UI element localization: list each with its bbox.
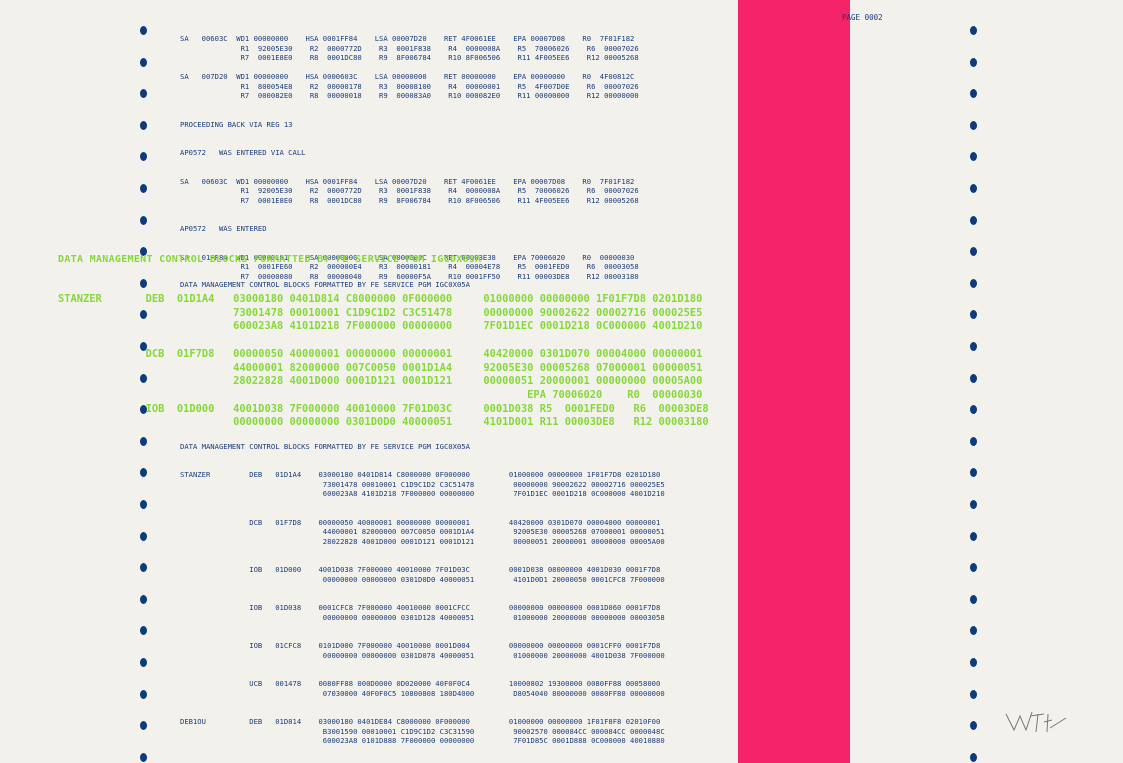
dump-line: SA 00603C WD1 00000000 HSA 0001FF84 LSA …	[180, 176, 635, 186]
dump-line: SA 007D20 WD1 00000000 HSA 0000603C LSA …	[180, 72, 635, 81]
dump-line: DCB 01F7D8 00000050 40000001 00000000 00…	[180, 517, 661, 527]
feed-hole	[970, 563, 977, 573]
dump-line: SA 00603C WD1 00000000 HSA 0001FF84 LSA …	[180, 34, 635, 43]
feed-hole	[970, 215, 977, 225]
dump-line: R7 0001E8E0 R8 0001DC80 R9 8F006784 R10 …	[180, 53, 639, 62]
dump-line: R7 00000080 R8 00000040 R9 60000F5A R10 …	[180, 271, 639, 281]
feed-hole	[140, 468, 147, 478]
feed-hole	[140, 184, 147, 193]
feed-hole	[970, 342, 977, 351]
dump-line: SA 01FF84 WD1 00000181 HSA 00000000 LSA …	[180, 252, 635, 262]
tractor-holes-right	[970, 0, 980, 763]
dump-line: 600023A8 0101D888 7F000000 00000000 7F01…	[180, 736, 665, 745]
dump-line: DATA MANAGEMENT CONTROL BLOCKS FORMATTED…	[180, 280, 470, 289]
feed-hole	[140, 594, 147, 604]
overprint-line: 73001478 00010001 C1D9C1D2 C3C51478 0000…	[58, 306, 703, 319]
magenta-stripe	[738, 0, 850, 763]
feed-hole	[140, 373, 147, 383]
feed-hole	[970, 89, 977, 99]
feed-hole	[140, 500, 147, 509]
feed-hole	[970, 310, 977, 320]
feed-hole	[970, 500, 977, 509]
feed-hole	[970, 721, 977, 731]
dump-line: R1 92005E30 R2 0000772D R3 0001F838 R4 0…	[180, 186, 639, 195]
feed-hole	[970, 436, 977, 446]
dump-line: DEB1OU DEB 01D814 03000180 0401DE84 C800…	[180, 717, 661, 726]
overprint-line: 600023A8 4101D218 7F000000 00000000 7F01…	[58, 320, 703, 333]
feed-hole	[140, 689, 147, 699]
feed-hole	[970, 468, 977, 478]
dump-line: AP0572 WAS ENTERED	[180, 224, 267, 233]
overprint-line: 44000001 82000000 007C0050 0001D1A4 9200…	[58, 361, 703, 374]
overprint-line: STANZER DEB 01D1A4 03000180 0401D814 C80…	[58, 293, 703, 305]
dump-line: IOB 01CFC8 0101D000 7F000000 40010000 00…	[180, 641, 661, 650]
dump-line: 600023A8 4101D218 7F000000 00000000 7F01…	[180, 489, 665, 498]
dump-line: IOB 01D000 4001D038 7F000000 40010000 7F…	[180, 565, 661, 574]
feed-hole	[970, 594, 977, 604]
overprint-line: 00000000 00000000 0301D0D0 40000051 4101…	[58, 416, 709, 429]
dump-line: 44000001 82000000 007C0050 0001D1A4 9200…	[180, 527, 665, 536]
feed-hole	[970, 752, 977, 762]
feed-hole	[140, 626, 147, 636]
feed-hole	[970, 184, 977, 193]
feed-hole	[970, 247, 977, 257]
feed-hole	[140, 563, 147, 573]
feed-hole	[970, 626, 977, 636]
feed-hole	[140, 752, 147, 762]
feed-hole	[970, 57, 977, 67]
feed-hole	[140, 57, 147, 67]
feed-hole	[140, 26, 147, 35]
dump-line: R1 800054E8 R2 00000178 R3 00008100 R4 0…	[180, 81, 639, 91]
dump-line: R1 0001FE60 R2 000000E4 R3 00000181 R4 0…	[180, 262, 639, 271]
dump-line: AP0572 WAS ENTERED VIA CALL	[180, 148, 306, 157]
feed-hole	[140, 721, 147, 731]
feed-hole	[970, 658, 977, 667]
overprint-line: IOB 01D000 4001D038 7F000000 40010000 7F…	[58, 402, 709, 415]
dump-line: PROCEEDING BACK VIA REG 13	[180, 119, 293, 129]
dump-line: 00000000 00000000 0301D0D0 40000051 4101…	[180, 574, 665, 584]
dump-line: R7 0001E8E0 R8 0001DC80 R9 8F006784 R10 …	[180, 195, 639, 205]
feed-hole	[970, 26, 977, 35]
feed-hole	[140, 405, 147, 415]
feed-hole	[140, 342, 147, 351]
feed-hole	[140, 120, 147, 130]
feed-hole	[970, 405, 977, 415]
feed-hole	[140, 310, 147, 320]
feed-hole	[970, 278, 977, 288]
dump-line: IOB 01D038 0001CFC8 7F000000 40010000 00…	[180, 603, 661, 612]
tractor-holes-left	[140, 0, 150, 763]
dump-line: DATA MANAGEMENT CONTROL BLOCKS FORMATTED…	[180, 441, 470, 451]
page-number: PAGE 0002	[842, 13, 883, 22]
feed-hole	[140, 89, 147, 99]
dump-line: 00000000 00000000 0301D128 40000051 0100…	[180, 612, 665, 622]
overprint-heading: DATA MANAGEMENT CONTROL BLOCKS FORMATTED…	[58, 254, 482, 265]
dump-line: R7 000082E0 R8 00000018 R9 000083A0 R10 …	[180, 91, 639, 100]
feed-hole	[140, 278, 147, 288]
feed-hole	[140, 658, 147, 667]
overprint-line: EPA 70006020 R0 00000030	[58, 388, 703, 401]
feed-hole	[140, 215, 147, 225]
feed-hole	[140, 152, 147, 162]
feed-hole	[140, 531, 147, 541]
dump-line: 28022828 4001D000 0001D121 0001D121 0000…	[180, 536, 665, 546]
dump-line: UCB 001478 0080FF88 000D0000 0D020000 40…	[180, 679, 661, 688]
feed-hole	[970, 531, 977, 541]
dump-line: 07030000 40F0F0C5 10800808 180D4000 D805…	[180, 688, 665, 698]
dump-line: R1 92005E30 R2 0000772D R3 0001F838 R4 0…	[180, 43, 639, 53]
dump-line: 00000000 00000000 0301D078 40000051 0100…	[180, 650, 665, 660]
feed-hole	[140, 436, 147, 446]
overprint-line: 28022828 4001D000 0001D121 0001D121 0000…	[58, 375, 703, 388]
feed-hole	[970, 689, 977, 699]
dump-line: 73001478 00010001 C1D9C1D2 C3C51478 0000…	[180, 479, 665, 489]
dump-line: STANZER DEB 01D1A4 03000180 0401D814 C80…	[180, 470, 661, 479]
dump-line: B3001590 00010001 C1D9C1D2 C3C31590 9000…	[180, 726, 665, 736]
signature-mark	[1005, 711, 1067, 733]
feed-hole	[140, 247, 147, 257]
feed-hole	[970, 120, 977, 130]
feed-hole	[970, 373, 977, 383]
feed-hole	[970, 152, 977, 162]
overprint-line: DCB 01F7D8 00000050 40000001 00000000 00…	[58, 347, 703, 360]
